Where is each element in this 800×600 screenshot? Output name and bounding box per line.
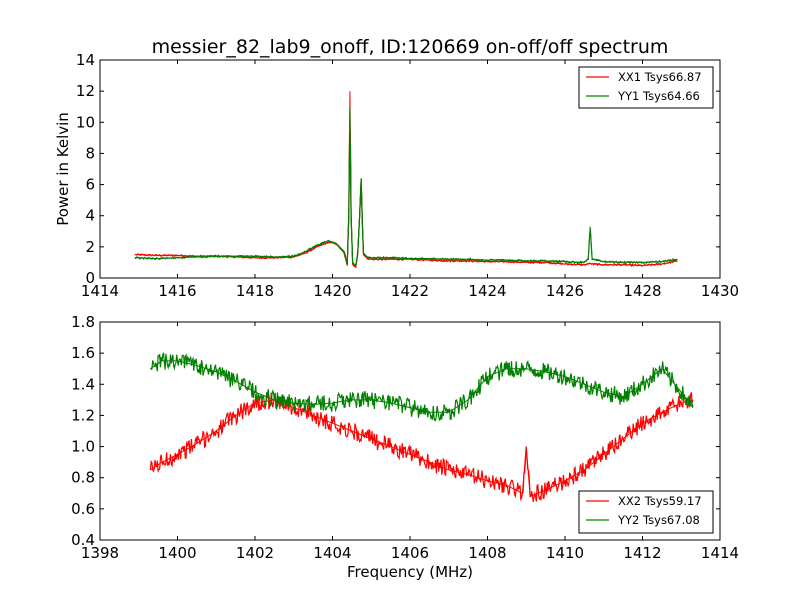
- bottom-xtick-label: 1404: [313, 544, 351, 562]
- bottom-ytick-label: 0.6: [71, 500, 95, 518]
- bottom-plot-xlabel: Frequency (MHz): [347, 563, 473, 581]
- top-xtick-label: 1420: [313, 282, 351, 300]
- top-series-1-points: [134, 106, 678, 267]
- top-plot: 1414 1416 1418 1420 1422 1424 1426 1428 1430 0 2 4 6…: [54, 51, 739, 300]
- top-xtick-label: 1418: [236, 282, 274, 300]
- bottom-xtick-label: 1414: [701, 544, 739, 562]
- top-ytick-label: 0: [85, 269, 95, 287]
- bottom-legend-label-yy2: YY2 Tsys67.08: [617, 513, 700, 527]
- top-ytick-label: 2: [85, 238, 95, 256]
- bottom-plot-ticks: 1398 1400 1402 1404 1406 1408 1410 1412 1414 0.4 0…: [71, 313, 739, 562]
- bottom-plot-frame: [99, 321, 721, 541]
- top-xtick-label: 1428: [623, 282, 661, 300]
- bottom-ytick-label: 0.4: [71, 531, 95, 549]
- bottom-legend-label-xx2: XX2 Tsys59.17: [618, 494, 702, 508]
- bottom-plot-legend: XX2 Tsys59.17 YY2 Tsys67.08: [578, 490, 714, 534]
- bottom-ytick-label: 1.8: [71, 313, 95, 331]
- bottom-xtick-label: 1400: [158, 544, 196, 562]
- top-plot-legend: XX1 Tsys66.87 YY1 Tsys64.66: [578, 66, 714, 109]
- top-legend-box: [578, 66, 714, 109]
- bottom-ytick-label: 1.4: [71, 375, 95, 393]
- bottom-ytick-label: 1.2: [71, 406, 95, 424]
- top-ytick-label: 10: [76, 113, 95, 131]
- bottom-series-0-points: [150, 399, 693, 498]
- top-ytick-label: 4: [85, 207, 95, 225]
- bottom-xtick-label: 1406: [391, 544, 429, 562]
- top-xtick-label: 1414: [81, 282, 119, 300]
- bottom-xtick-label: 1410: [546, 544, 584, 562]
- top-ytick-label: 8: [85, 144, 95, 162]
- top-xtick-label: 1426: [546, 282, 584, 300]
- figure-title: messier_82_lab9_onoff, ID:120669 on-off/…: [152, 36, 669, 58]
- top-xtick-label: 1422: [391, 282, 429, 300]
- bottom-xtick-label: 1402: [236, 544, 274, 562]
- bottom-plot-series: [149, 352, 694, 502]
- top-plot-frame: [99, 59, 721, 279]
- bottom-series-1-line: [150, 352, 694, 422]
- top-ytick-label: 14: [76, 51, 95, 69]
- top-legend-label-yy1: YY1 Tsys64.66: [617, 89, 700, 103]
- bottom-ytick-label: 0.8: [71, 469, 95, 487]
- top-xtick-label: 1416: [158, 282, 196, 300]
- bottom-xtick-label: 1398: [81, 544, 119, 562]
- bottom-plot: 1398 1400 1402 1404 1406 1408 1410 1412 1414 0.4 0…: [71, 313, 739, 581]
- top-plot-ticks: 1414 1416 1418 1420 1422 1424 1426 1428 1430 0 2 4 6…: [76, 51, 739, 300]
- top-xtick-label: 1430: [701, 282, 739, 300]
- top-xtick-label: 1424: [468, 282, 506, 300]
- bottom-ytick-label: 1.6: [71, 344, 95, 362]
- bottom-xtick-label: 1408: [468, 544, 506, 562]
- top-ytick-label: 6: [85, 176, 95, 194]
- top-ytick-label: 12: [76, 82, 95, 100]
- top-legend-label-xx1: XX1 Tsys66.87: [618, 70, 702, 84]
- top-plot-series: [134, 91, 678, 269]
- bottom-legend-box: [578, 490, 714, 534]
- bottom-xtick-label: 1412: [623, 544, 661, 562]
- bottom-series-1-points: [150, 360, 694, 413]
- bottom-ytick-label: 1.0: [71, 438, 95, 456]
- top-plot-ylabel: Power in Kelvin: [54, 112, 72, 226]
